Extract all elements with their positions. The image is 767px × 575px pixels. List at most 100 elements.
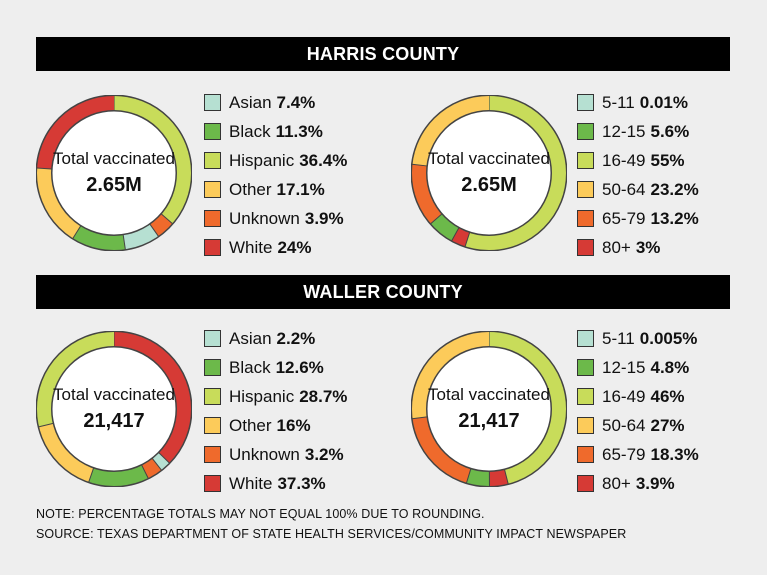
slice-divider [122,234,126,250]
legend-value: 3.2% [304,444,344,464]
legend-swatch [577,446,594,463]
legend-swatch [577,239,594,256]
legend-label: 5-11 [602,92,635,112]
legend-label: Asian [229,92,272,112]
legend-swatch [204,94,221,111]
center-label: Total vaccinated [53,149,175,168]
donut-slice-other [36,95,192,251]
donut-slice-16-49 [411,331,567,487]
legend-label: 5-11 [602,328,635,348]
waller-ethnicity-donut: Total vaccinated 21,417 [36,331,192,487]
donut-slice-black [36,331,192,487]
legend-item-black: Black 11.3% [204,117,347,146]
legend-value: 3.9% [304,208,344,228]
donut-inner-edge [51,110,177,236]
legend-swatch [204,239,221,256]
harris-ethnicity-donut: Total vaccinated 2.65M [36,95,192,251]
legend-value: 3% [635,237,661,257]
slice-divider [504,469,509,485]
legend-value: 2.2% [276,328,316,348]
harris-age-donut: Total vaccinated 2.65M [411,95,567,251]
waller-county-title: WALLER COUNTY [303,281,463,302]
legend-item-50-64: 50-64 23.2% [577,175,699,204]
legend-swatch [204,181,221,198]
harris-ethnicity-legend: Asian 7.4% Black 11.3% Hispanic 36.4% Other 17.… [204,88,347,262]
legend-value: 36.4% [299,150,348,170]
center-total: 2.65M [86,174,142,196]
legend-swatch [204,475,221,492]
donut-inner-edge [426,110,552,236]
harris-county-title: HARRIS COUNTY [306,43,460,64]
legend-item-unknown: Unknown 3.9% [204,204,347,233]
legend-label: 65-79 [602,208,646,228]
donut-slice-hispanic [36,331,192,487]
legend-label: 80+ [602,237,631,257]
legend-label: Black [229,121,271,141]
legend-item-white: White 24% [204,233,347,262]
slice-divider [465,468,472,484]
legend-swatch [577,359,594,376]
donut-center: Total vaccinated 21,417 [36,331,192,487]
legend-swatch [577,94,594,111]
slice-divider [158,452,170,464]
legend-label: Black [229,357,271,377]
donut-outer-edge [36,95,192,251]
legend-item-asian: Asian 7.4% [204,88,347,117]
legend-swatch [204,152,221,169]
donut-center: Total vaccinated 2.65M [411,95,567,251]
legend-value: 11.3% [275,121,323,141]
donut-inner-edge [51,346,177,472]
legend-value: 23.2% [650,179,699,199]
donut-slice-black [36,95,192,251]
slice-divider [430,213,443,225]
legend-item-hispanic: Hispanic 36.4% [204,146,347,175]
legend-label: Hispanic [229,150,295,170]
legend-value: 5.6% [650,121,690,141]
donut-slice-65-79 [411,95,567,251]
slice-divider [411,163,427,167]
center-total: 2.65M [461,174,517,196]
donut-outer-edge [411,95,567,251]
donut-center: Total vaccinated 2.65M [36,95,192,251]
legend-swatch [577,181,594,198]
center-label: Total vaccinated [53,385,175,404]
center-label: Total vaccinated [428,385,550,404]
legend-swatch [204,210,221,227]
slice-divider [72,225,82,239]
center-label: Total vaccinated [428,149,550,168]
slice-divider [412,416,428,420]
legend-value: 4.8% [650,357,690,377]
slice-divider [160,213,173,225]
legend-label: White [229,237,273,257]
legend-swatch [577,388,594,405]
legend-swatch [577,417,594,434]
footnotes: NOTE: PERCENTAGE TOTALS MAY NOT EQUAL 10… [36,504,626,544]
legend-item-16-49: 16-49 46% [577,382,699,411]
slice-divider [149,223,159,237]
legend-item-5-11: 5-11 0.005% [577,324,699,353]
donut-svg [36,331,192,487]
legend-item-5-11: 5-11 0.01% [577,88,699,117]
harris-age-legend: 5-11 0.01% 12-15 5.6% 16-49 55% 50-64 23.2% 65-7… [577,88,699,262]
slice-divider [38,422,54,428]
donut-slice-50-64 [411,95,567,251]
legend-item-unknown: Unknown 3.2% [204,440,347,469]
legend-swatch [204,388,221,405]
legend-swatch [204,359,221,376]
waller-county-banner: WALLER COUNTY [36,275,730,309]
legend-swatch [577,475,594,492]
center-total: 21,417 [83,410,145,432]
legend-value: 55% [650,150,685,170]
legend-item-asian: Asian 2.2% [204,324,347,353]
legend-label: Other [229,415,272,435]
waller-age-donut: Total vaccinated 21,417 [411,331,567,487]
legend-label: 65-79 [602,444,646,464]
donut-svg [36,95,192,251]
donut-slice-50-64 [411,331,567,487]
legend-label: 50-64 [602,415,646,435]
slice-divider [451,227,460,242]
legend-value: 3.9% [635,473,675,493]
legend-value: 17.1% [276,179,325,199]
legend-item-65-79: 65-79 18.3% [577,440,699,469]
source-note: SOURCE: TEXAS DEPARTMENT OF STATE HEALTH… [36,527,627,541]
